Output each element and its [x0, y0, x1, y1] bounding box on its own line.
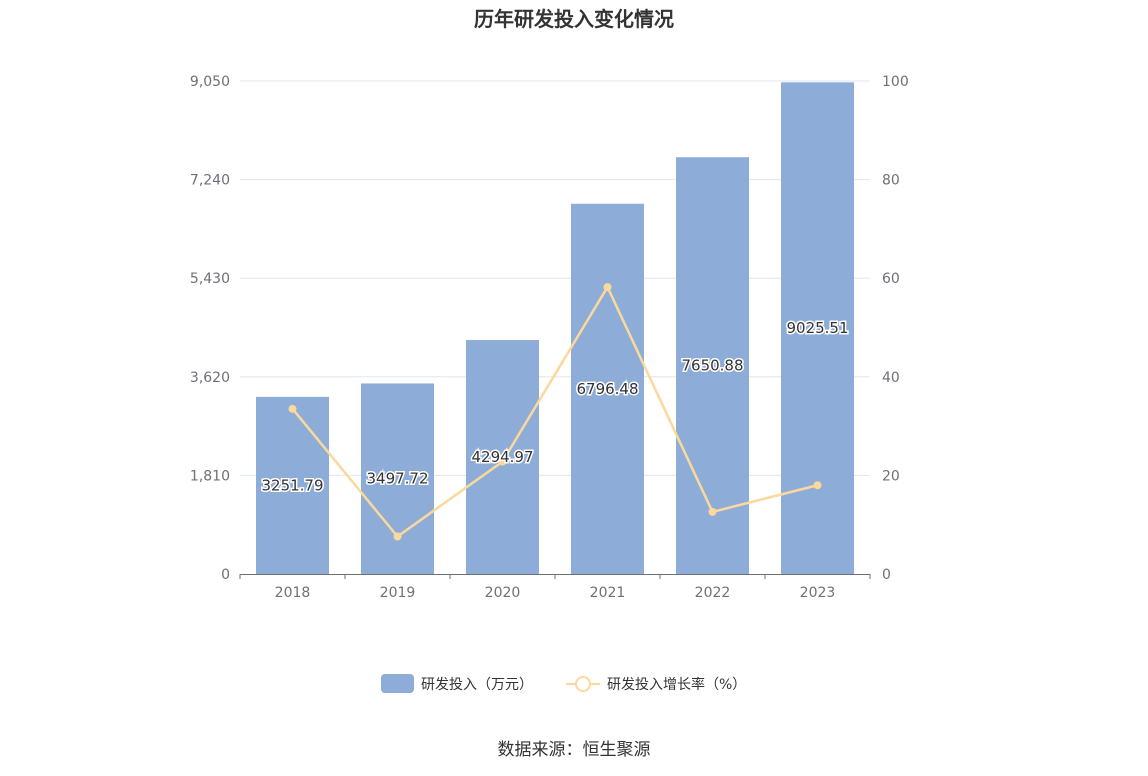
x-tick-label: 2018 [275, 585, 311, 601]
bar [361, 383, 434, 574]
axes: 0 1,810 3,620 5,430 7,240 9,050 0 20 40 60 80 100 20… [190, 74, 909, 601]
bar [571, 203, 644, 575]
data-source: 数据来源：恒生聚源 [498, 740, 651, 760]
bar-value-labels: 3251.79 3497.72 4294.97 6796.48 7650.88 9025.… [260, 318, 850, 496]
y-right-tick-label: 60 [882, 271, 900, 287]
x-tick-label: 2020 [485, 585, 521, 601]
bar [466, 340, 539, 574]
bar-value-label: 7650.88 [681, 357, 743, 375]
growth-point [708, 507, 717, 516]
grid-lines [240, 80, 870, 476]
legend[interactable]: 研发投入（万元） 研发投入增长率（%） [381, 674, 746, 693]
y-left-tick-label: 1,810 [190, 468, 230, 484]
y-left-tick-label: 9,050 [190, 74, 230, 90]
growth-point [813, 481, 822, 490]
growth-point [498, 457, 507, 466]
bar-value-label: 6796.48 [576, 380, 638, 398]
growth-point [288, 404, 297, 413]
bar-value-label: 3251.79 [261, 476, 323, 494]
legend-bar-swatch [381, 674, 414, 693]
y-left-tick-label: 0 [221, 567, 230, 583]
growth-point [603, 283, 612, 292]
bar-value-label: 3497.72 [366, 470, 428, 488]
bar-value-label: 4294.97 [471, 448, 533, 466]
y-right-tick-label: 0 [882, 567, 891, 583]
y-right-tick-label: 20 [882, 468, 900, 484]
y-right-tick-label: 100 [882, 74, 909, 90]
legend-line-marker [575, 676, 591, 692]
y-right-tick-label: 80 [882, 173, 900, 189]
y-left-tick-label: 3,620 [190, 370, 230, 386]
growth-line [291, 284, 818, 539]
y-left-tick-label: 5,430 [190, 271, 230, 287]
bar-series [256, 82, 854, 575]
y-right-tick-label: 40 [882, 370, 900, 386]
x-tick-label: 2019 [380, 585, 416, 601]
x-tick-label: 2023 [800, 585, 836, 601]
x-tick-label: 2021 [590, 585, 626, 601]
bar [256, 396, 329, 574]
bar-value-label: 9025.51 [786, 319, 848, 337]
chart-title: 历年研发投入变化情况 [474, 7, 674, 31]
line-series [288, 283, 822, 541]
growth-point [393, 532, 402, 541]
y-left-tick-label: 7,240 [190, 173, 230, 189]
x-tick-label: 2022 [695, 585, 731, 601]
legend-label-line: 研发投入增长率（%） [607, 676, 746, 693]
legend-label-bar: 研发投入（万元） [421, 677, 533, 693]
